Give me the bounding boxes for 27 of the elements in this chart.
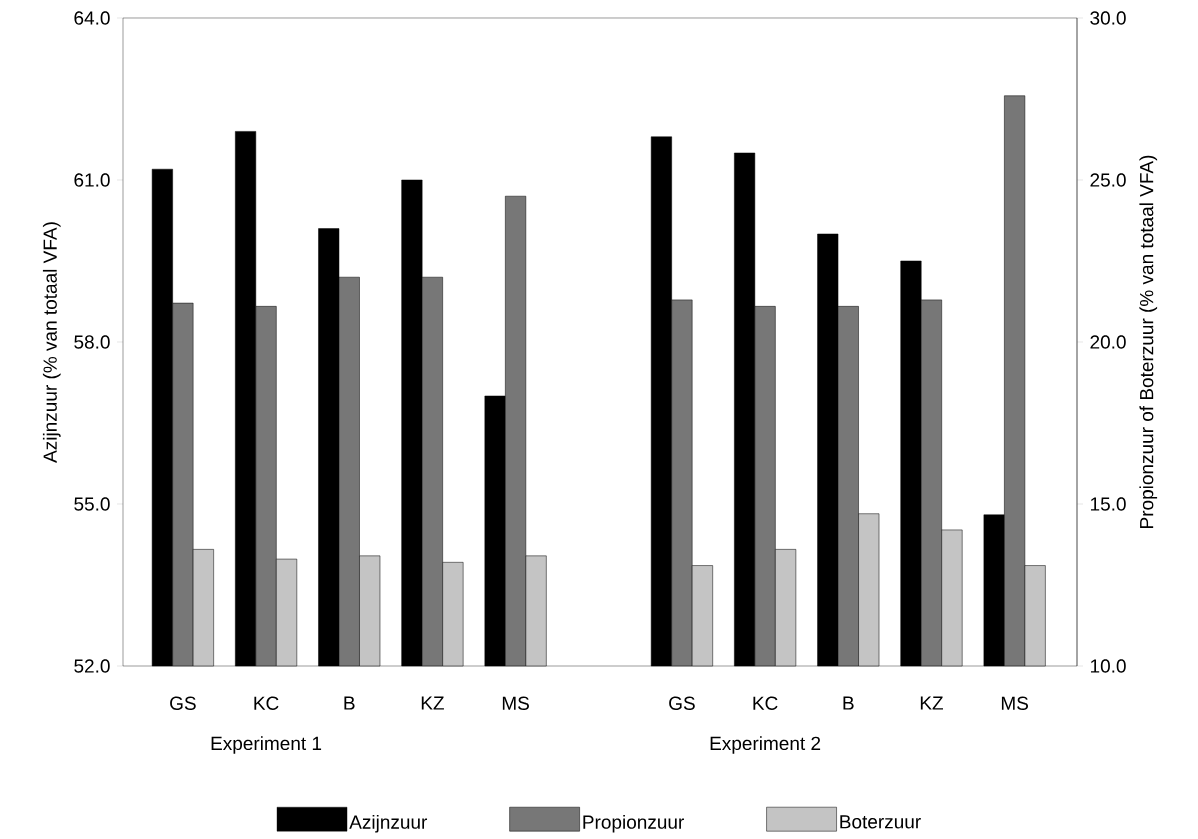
y-tick-label: 55.0 (74, 497, 110, 511)
x-tick-label: GS (669, 696, 695, 710)
x-tick-label: KC (254, 696, 279, 710)
x-tick-label: KZ (920, 696, 943, 710)
x-tick-label: B (344, 696, 355, 710)
y2-axis-title: Propionzuur of Boterzuur (% van totaal VFA) (1139, 155, 1158, 528)
y2-tick-label: 15.0 (1090, 497, 1126, 511)
x-tick-label: KZ (421, 696, 444, 710)
legend-label: Propionzuur (583, 814, 684, 833)
x-tick-label: GS (170, 696, 196, 710)
legend-label: Azijnzuur (349, 814, 428, 833)
x-tick-label: KC (753, 696, 778, 710)
y-tick-label: 61.0 (74, 173, 110, 187)
y-tick-label: 64.0 (74, 11, 110, 25)
y2-tick-label: 25.0 (1090, 173, 1126, 187)
y2-tick-label: 10.0 (1090, 659, 1126, 673)
y-tick-label: 52.0 (74, 659, 110, 673)
x-tick-label: MS (1001, 696, 1028, 710)
y-axis-title: Azijnzuur (% van totaal VFA) (42, 222, 61, 463)
legend-label: Boterzuur (840, 815, 921, 829)
y2-tick-label: 20.0 (1090, 335, 1126, 349)
x-tick-label: B (843, 696, 854, 710)
text: Experiment 1 (211, 736, 322, 754)
y2-tick-label: 30.0 (1090, 11, 1126, 25)
y-tick-label: 58.0 (74, 335, 110, 349)
x-tick-label: MS (502, 696, 529, 710)
text: Experiment 2 (710, 736, 821, 754)
